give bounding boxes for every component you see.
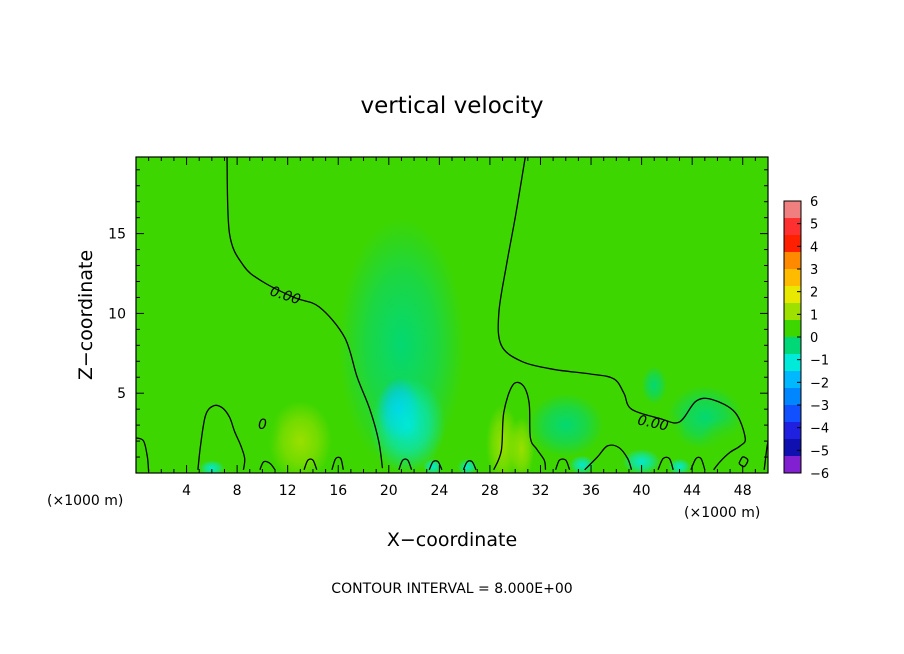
colorbar-label: 6	[810, 195, 818, 210]
colorbar-swatch	[784, 388, 801, 406]
colorbar-label: 3	[810, 263, 818, 278]
colorbar-frame	[783, 200, 802, 474]
contour-label: 0.00	[636, 412, 670, 434]
colorbar-swatch	[784, 422, 801, 440]
velocity-blob	[622, 449, 661, 473]
x-tick-label: 16	[329, 483, 347, 499]
x-tick-label: 12	[279, 483, 297, 499]
contour-line	[331, 456, 344, 471]
contour-line	[197, 404, 246, 470]
contour-line	[657, 456, 674, 471]
y-tick-label: 10	[108, 306, 126, 322]
x-tick-label: 20	[380, 483, 398, 499]
y-tick-label: 5	[117, 386, 126, 402]
velocity-blob	[433, 433, 471, 473]
colorbar-swatch	[784, 252, 801, 270]
colorbar-swatch	[784, 201, 801, 219]
colorbar-swatches	[784, 201, 801, 474]
contour-line	[497, 157, 746, 471]
velocity-blob	[641, 366, 667, 405]
colorbar-label: −2	[810, 376, 829, 391]
x-tick-label: 40	[633, 483, 651, 499]
x-axis-unit-right: (×1000 m)	[684, 505, 760, 521]
velocity-blob	[647, 409, 686, 458]
velocity-blob	[668, 458, 691, 473]
x-tick-label: 4	[182, 483, 191, 499]
colorbar-label: 0	[810, 331, 818, 346]
colorbar-label: −6	[810, 467, 829, 482]
colorbar-label: 5	[810, 218, 818, 233]
colorbar-swatch	[784, 354, 801, 372]
contour-line	[690, 456, 706, 471]
colorbar-label: −3	[810, 399, 829, 414]
colorbar-swatch	[784, 218, 801, 236]
x-tick-label: 48	[734, 483, 752, 499]
contour-line	[226, 157, 384, 469]
contour-line	[428, 460, 443, 471]
colorbar-swatch	[784, 337, 801, 355]
y-tick-label: 15	[108, 227, 126, 243]
velocity-blob	[369, 377, 446, 473]
y-axis-ticks: 5 10 15	[108, 169, 768, 458]
x-axis-label: X−coordinate	[387, 529, 517, 551]
colorbar-label: −4	[810, 422, 829, 437]
colorbar-label: 4	[810, 240, 818, 255]
contour-line	[259, 460, 276, 471]
colorbar-swatch	[784, 269, 801, 287]
colorbar-swatch	[784, 456, 801, 474]
contour-line	[554, 458, 571, 471]
colorbar-label: −1	[810, 354, 829, 369]
contour-line	[462, 460, 477, 471]
velocity-blob	[508, 417, 535, 473]
chart-title: vertical velocity	[361, 93, 544, 119]
x-tick-label: 44	[683, 483, 701, 499]
y-axis-label: Z−coordinate	[75, 250, 97, 380]
colorbar-swatch	[784, 286, 801, 304]
x-tick-label: 24	[430, 483, 448, 499]
colorbar-swatch	[784, 320, 801, 338]
contour-line	[136, 437, 150, 472]
x-tick-label: 28	[481, 483, 499, 499]
colorbar-label: 1	[810, 308, 818, 323]
velocity-blob	[136, 420, 212, 473]
colorbar-swatch	[784, 235, 801, 253]
contour-interval-note: CONTOUR INTERVAL = 8.000E+00	[331, 581, 572, 597]
colorbar-label: 2	[810, 286, 818, 301]
contour-line	[584, 444, 633, 471]
contour-line	[303, 458, 318, 471]
colorbar-swatch	[784, 439, 801, 457]
velocity-blob	[698, 418, 750, 470]
contour-line	[493, 381, 547, 471]
velocity-blob	[268, 401, 332, 473]
colorbar-swatch	[784, 405, 801, 423]
colorbar-label: −5	[810, 444, 829, 459]
contour-line	[398, 458, 413, 471]
x-tick-label: 8	[233, 483, 242, 499]
x-axis-ticks: 4 8 12 16 20 24 28 32 36 40 44 48	[148, 157, 756, 499]
x-axis-unit-left: (×1000 m)	[47, 493, 123, 509]
colorbar-swatch	[784, 371, 801, 389]
contour-label: 0	[258, 417, 267, 433]
contour-lines	[136, 157, 768, 472]
velocity-blob	[569, 455, 595, 473]
velocity-field	[136, 217, 750, 473]
velocity-blob	[243, 393, 282, 458]
colorbar-labels: 6 5 4 3 2 1 0 −1 −2 −3 −4 −5 −6	[797, 195, 829, 482]
x-tick-label: 32	[532, 483, 550, 499]
x-tick-label: 36	[582, 483, 600, 499]
velocity-blob	[325, 437, 351, 473]
velocity-blob	[527, 393, 604, 458]
colorbar: 6 5 4 3 2 1 0 −1 −2 −3 −4 −5 −6	[783, 195, 829, 482]
colorbar-swatch	[784, 303, 801, 321]
